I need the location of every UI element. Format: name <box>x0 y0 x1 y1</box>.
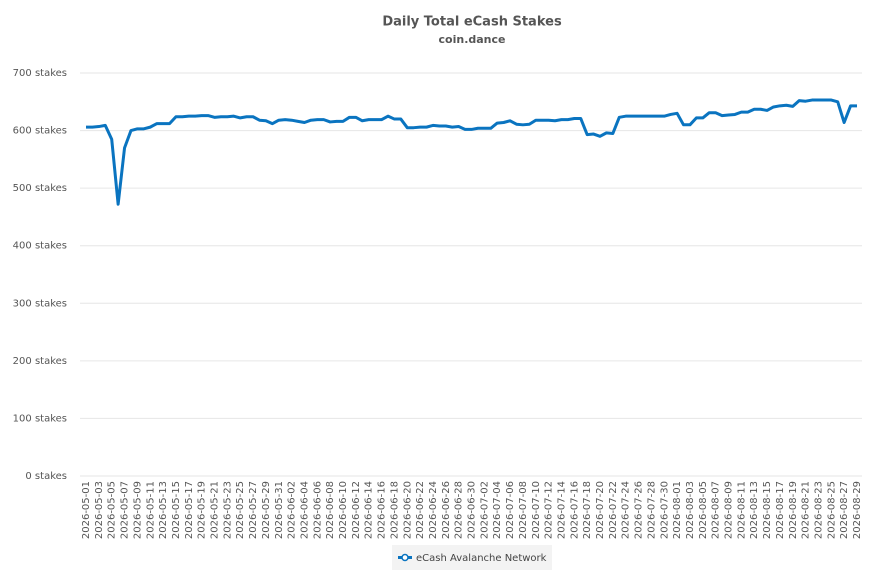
x-tick-label: 2026-05-29 <box>261 481 272 539</box>
x-tick-label: 2026-08-21 <box>801 481 812 539</box>
x-tick-label: 2026-06-02 <box>287 481 298 539</box>
x-tick-label: 2026-06-24 <box>428 481 439 539</box>
x-tick-label: 2026-05-11 <box>145 481 156 539</box>
x-tick-label: 2026-08-07 <box>711 481 722 539</box>
x-tick-label: 2026-06-04 <box>299 481 310 539</box>
x-tick-label: 2026-06-06 <box>312 481 323 539</box>
x-tick-label: 2026-06-08 <box>325 481 336 539</box>
y-tick-label: 0 stakes <box>25 471 67 482</box>
x-tick-label: 2026-07-28 <box>646 481 657 539</box>
x-tick-label: 2026-07-08 <box>518 481 529 539</box>
chart-title: Daily Total eCash Stakes <box>382 15 562 30</box>
x-tick-label: 2026-05-05 <box>107 481 118 539</box>
y-tick-label: 300 stakes <box>13 298 67 309</box>
chart-subtitle: coin.dance <box>439 33 506 46</box>
x-tick-label: 2026-06-18 <box>389 481 400 539</box>
x-tick-label: 2026-07-30 <box>659 481 670 539</box>
line-series <box>86 98 857 206</box>
y-tick-label: 100 stakes <box>13 413 67 424</box>
legend-label: eCash Avalanche Network <box>416 553 547 564</box>
x-tick-label: 2026-06-16 <box>377 481 388 539</box>
x-tick-label: 2026-07-22 <box>608 481 619 539</box>
y-tick-label: 700 stakes <box>13 68 67 79</box>
x-tick-label: 2026-08-27 <box>839 481 850 539</box>
x-tick-label: 2026-08-23 <box>813 481 824 539</box>
x-tick-label: 2026-06-30 <box>467 481 478 539</box>
x-tick-label: 2026-06-28 <box>454 481 465 539</box>
x-tick-label: 2026-08-13 <box>749 481 760 539</box>
legend-marker <box>401 553 409 562</box>
x-tick-label: 2026-08-01 <box>672 481 683 539</box>
x-tick-label: 2026-06-20 <box>402 481 413 539</box>
x-tick-label: 2026-07-04 <box>492 481 503 539</box>
x-tick-label: 2026-07-14 <box>556 481 567 539</box>
x-tick-label: 2026-06-22 <box>415 481 426 539</box>
x-tick-label: 2026-08-09 <box>724 481 735 539</box>
y-tick-label: 600 stakes <box>13 126 67 137</box>
y-tick-label: 200 stakes <box>13 356 67 367</box>
x-tick-label: 2026-07-16 <box>569 481 580 539</box>
x-tick-label: 2026-06-10 <box>338 481 349 539</box>
x-tick-label: 2026-08-29 <box>852 481 863 539</box>
x-tick-label: 2026-08-19 <box>788 481 799 539</box>
x-tick-label: 2026-07-24 <box>621 481 632 539</box>
x-tick-label: 2026-05-23 <box>222 481 233 539</box>
x-tick-label: 2026-07-20 <box>595 481 606 539</box>
x-tick-label: 2026-08-03 <box>685 481 696 539</box>
x-tick-label: 2026-06-14 <box>364 481 375 539</box>
x-tick-label: 2026-05-15 <box>171 481 182 539</box>
x-tick-label: 2026-05-19 <box>197 481 208 539</box>
x-tick-label: 2026-05-03 <box>94 481 105 539</box>
x-tick-label: 2026-08-05 <box>698 481 709 539</box>
x-tick-label: 2026-05-13 <box>158 481 169 539</box>
x-tick-label: 2026-08-15 <box>762 481 773 539</box>
x-tick-label: 2026-08-17 <box>775 481 786 539</box>
legend-box <box>392 545 552 570</box>
x-tick-label: 2026-07-18 <box>582 481 593 539</box>
x-tick-label: 2026-07-02 <box>479 481 490 539</box>
x-tick-label: 2026-05-31 <box>274 481 285 539</box>
x-tick-label: 2026-05-21 <box>210 481 221 539</box>
x-tick-label: 2026-07-26 <box>634 481 645 539</box>
x-tick-label: 2026-05-17 <box>184 481 195 539</box>
y-tick-label: 500 stakes <box>13 183 67 194</box>
x-tick-label: 2026-07-06 <box>505 481 516 539</box>
x-tick-label: 2026-05-09 <box>132 481 143 539</box>
x-tick-label: 2026-07-10 <box>531 481 542 539</box>
x-tick-label: 2026-05-25 <box>235 481 246 539</box>
x-tick-label: 2026-06-26 <box>441 481 452 539</box>
x-tick-label: 2026-05-01 <box>81 481 92 539</box>
x-tick-label: 2026-07-12 <box>544 481 555 539</box>
x-tick-label: 2026-05-27 <box>248 481 259 539</box>
y-tick-label: 400 stakes <box>13 241 67 252</box>
x-tick-label: 2026-08-11 <box>736 481 747 539</box>
legend: eCash Avalanche Network <box>392 545 552 570</box>
x-tick-label: 2026-08-25 <box>826 481 837 539</box>
x-tick-label: 2026-06-12 <box>351 481 362 539</box>
x-tick-label: 2026-05-07 <box>120 481 131 539</box>
